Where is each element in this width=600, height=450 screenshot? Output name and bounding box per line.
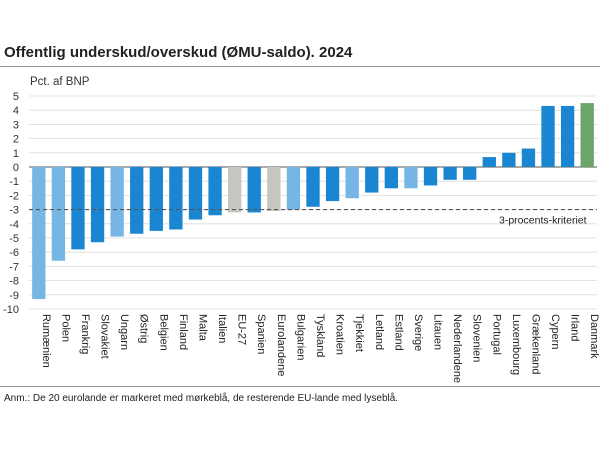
x-tick-label: Tjekkiet (353, 314, 365, 352)
bar (110, 167, 124, 237)
y-tick-label: 5 (13, 91, 19, 103)
bar (90, 167, 105, 243)
y-tick-label: 2 (13, 134, 19, 146)
bar (306, 167, 320, 207)
x-tick-label: Portugal (490, 314, 502, 355)
y-tick-label: 3 (13, 119, 19, 131)
bar (560, 105, 575, 167)
bar (521, 148, 536, 167)
y-tick-label: -5 (9, 233, 19, 245)
y-tick-label: -8 (9, 276, 19, 288)
bar (482, 157, 496, 167)
x-tick-label: Slovenien (471, 314, 483, 362)
x-tick-label: Estland (392, 314, 404, 351)
chart-title: Offentlig underskud/overskud (ØMU-saldo)… (4, 44, 353, 61)
bar (130, 167, 144, 234)
y-tick-label: -10 (3, 304, 19, 316)
chart-footnote: Anm.: De 20 eurolande er markeret med mø… (4, 393, 399, 404)
reference-line-label: 3-procents-kriteriet (499, 215, 587, 227)
footnote-divider (0, 386, 600, 387)
bar (208, 167, 222, 216)
y-tick-label: -9 (9, 290, 19, 302)
y-tick-label: 1 (13, 148, 19, 160)
x-tick-label: Bulgarien (294, 314, 306, 360)
x-tick-label: Kroatien (334, 314, 346, 355)
x-tick-label: Nederlandene (451, 314, 463, 383)
x-tick-label: Polen (59, 314, 71, 342)
y-tick-label: -7 (9, 261, 19, 273)
bar (267, 167, 281, 212)
bar (71, 167, 85, 250)
bar (286, 167, 301, 210)
bar (325, 167, 340, 202)
x-tick-label: Cypern (549, 314, 561, 349)
x-tick-label: Sverige (412, 314, 424, 351)
bar (580, 103, 594, 167)
x-tick-label: Malta (196, 314, 208, 342)
bar (149, 167, 163, 231)
x-tick-label: EU-27 (236, 314, 248, 345)
bar (247, 167, 261, 213)
title-divider (0, 66, 600, 67)
x-tick-label: Eurolandene (275, 314, 287, 376)
bar (227, 167, 242, 213)
x-tick-label: Finland (177, 314, 189, 350)
y-tick-label: -4 (9, 219, 19, 231)
x-tick-label: Slovakiet (99, 314, 111, 359)
bar (51, 167, 66, 261)
bar (404, 167, 418, 189)
bar (443, 167, 457, 180)
x-tick-label: Ungarn (118, 314, 130, 350)
y-tick-label: -3 (9, 205, 19, 217)
bar (188, 167, 203, 220)
y-axis-label: Pct. af BNP (30, 76, 90, 88)
x-tick-label: Tyskland (314, 314, 326, 357)
bar (502, 152, 516, 167)
x-tick-label: Luxembourg (510, 314, 522, 375)
x-tick-label: Grækenland (529, 314, 541, 375)
bar (541, 105, 555, 167)
x-tick-label: Letland (373, 314, 385, 350)
bar (463, 167, 477, 180)
x-tick-label: Italien (216, 314, 228, 343)
y-tick-label: 4 (13, 105, 19, 117)
x-tick-label: Danmark (588, 314, 600, 359)
bar (169, 167, 183, 230)
x-tick-label: Belgien (157, 314, 169, 351)
x-tick-label: Irland (569, 314, 581, 342)
bar (423, 167, 438, 186)
y-tick-label: -2 (9, 190, 19, 202)
bar (32, 167, 46, 300)
x-tick-label: Østrig (138, 314, 150, 343)
y-tick-label: -6 (9, 247, 19, 259)
x-tick-label: Spanien (255, 314, 267, 354)
x-tick-label: Frankrig (79, 314, 91, 354)
x-tick-label: Litauen (432, 314, 444, 350)
x-tick-label: Rumænien (40, 314, 52, 368)
bar (345, 167, 359, 199)
y-tick-label: -1 (9, 176, 19, 188)
bar (384, 167, 399, 189)
y-tick-label: 0 (13, 162, 19, 174)
bar (365, 167, 379, 193)
